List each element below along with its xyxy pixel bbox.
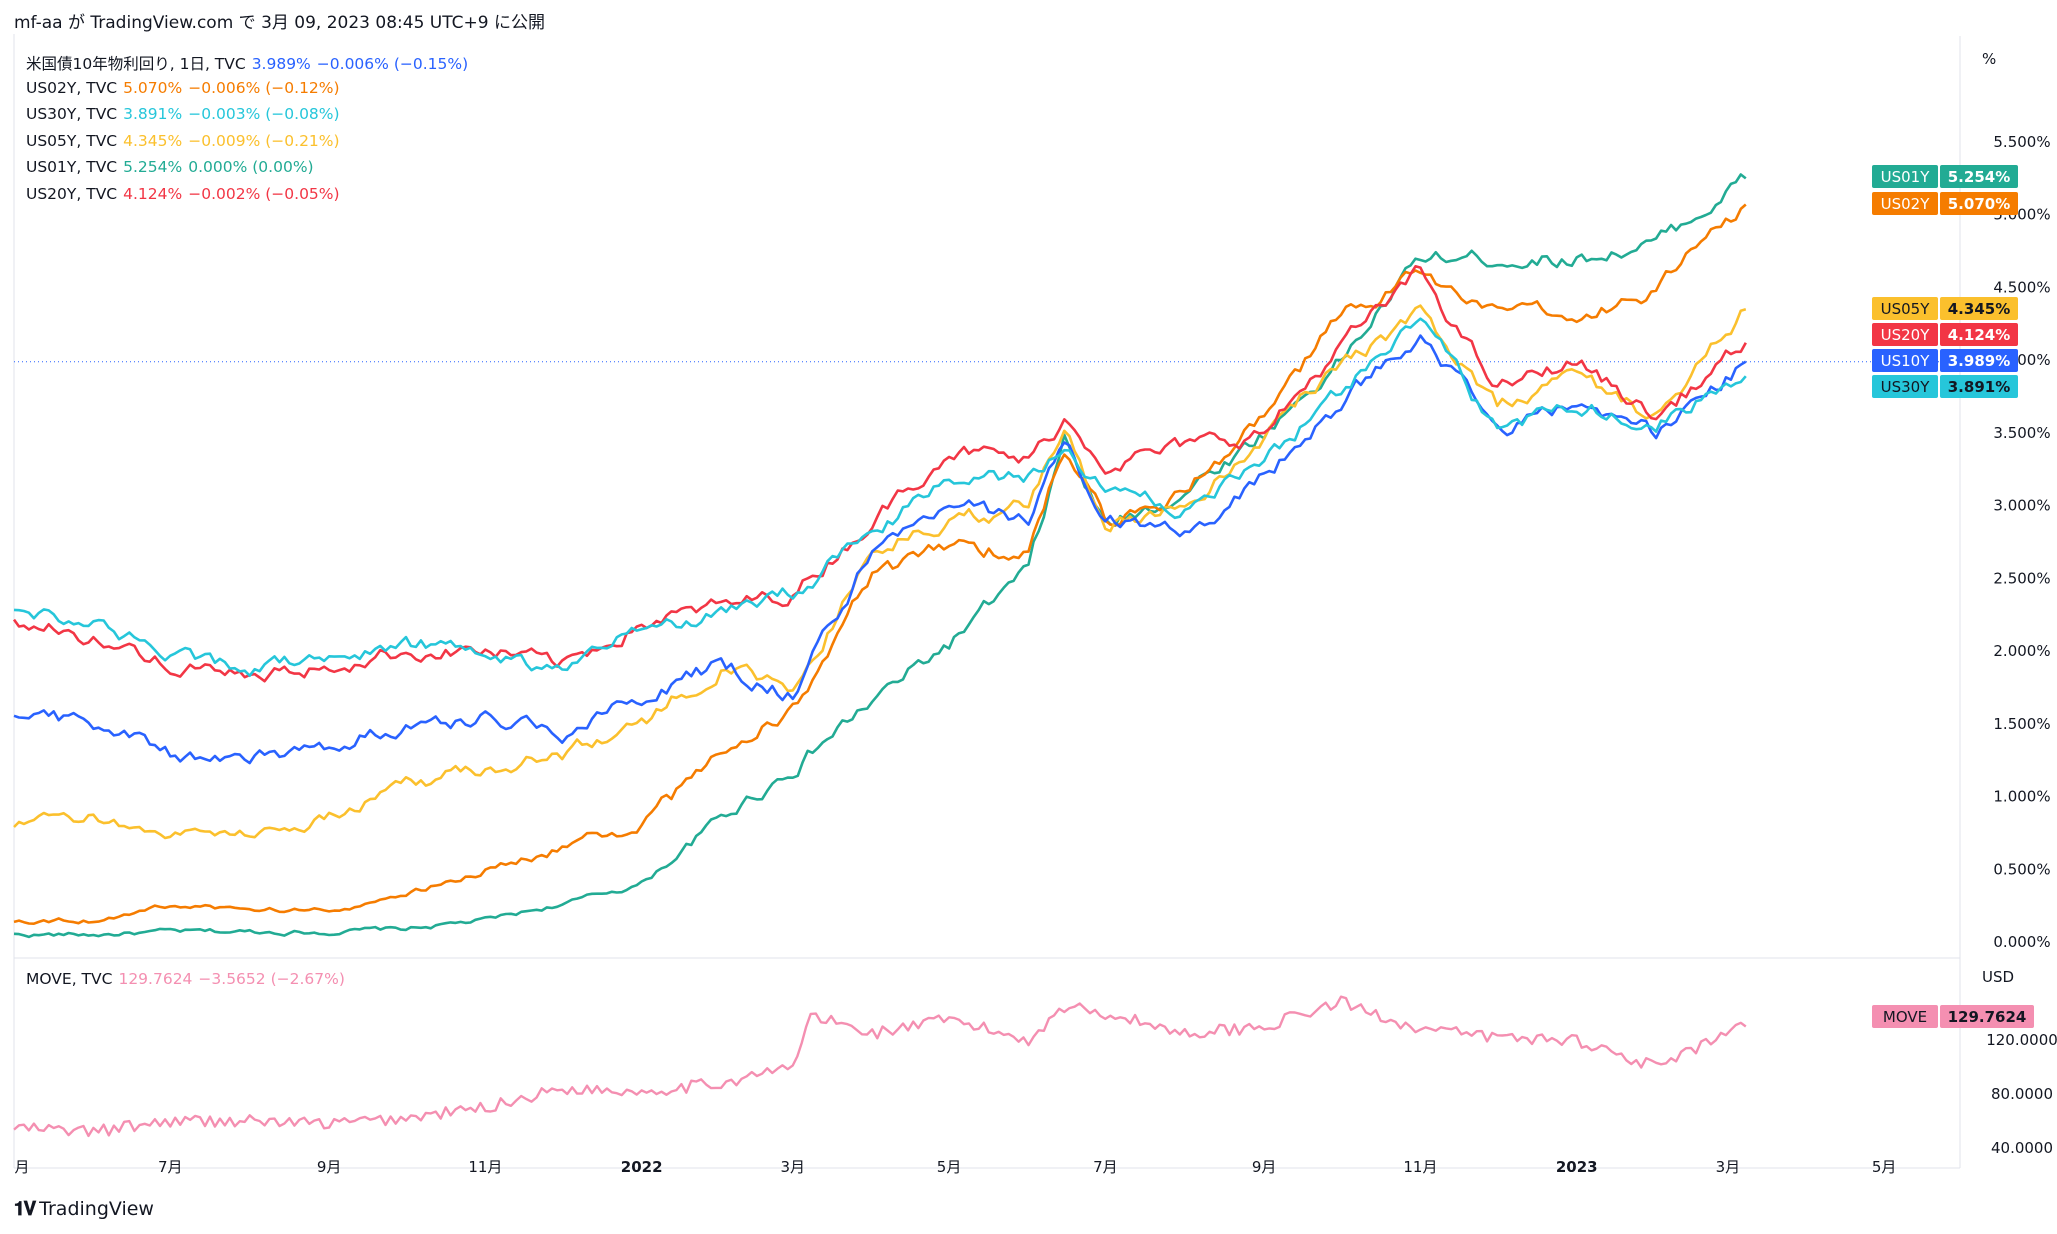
series-line-us10y[interactable] <box>13 334 1747 765</box>
y-tick-label: 2.500% <box>1993 569 2050 587</box>
legend-row[interactable]: US02Y, TVC 5.070% −0.006% (−0.12%) <box>26 79 346 97</box>
price-tag-label: US05Y <box>1881 300 1931 318</box>
legend-value: 5.254% <box>123 158 183 176</box>
y-tick-label: 0.000% <box>1993 933 2050 951</box>
main-axis-unit: % <box>1982 50 1996 68</box>
legend-row[interactable]: US05Y, TVC 4.345% −0.009% (−0.21%) <box>26 132 346 150</box>
x-tick-label: 9月 <box>1252 1158 1277 1176</box>
price-tag-move: MOVE 129.7624 <box>1872 1005 2034 1028</box>
y-tick-label: 3.500% <box>1993 424 2050 442</box>
series-line-us02y[interactable] <box>13 203 1747 925</box>
price-tags: US01Y 5.254% US02Y 5.070% US05Y 4.345% US20Y 4.… <box>1872 165 2034 1028</box>
footer-brand: TradingView <box>39 1198 154 1220</box>
move-y-tick-label: 80.0000 <box>1991 1085 2053 1103</box>
legend-row-move[interactable]: MOVE, TVC 129.7624 −3.5652 (−2.67%) <box>26 970 351 988</box>
legend-series-name: 米国債10年物利回り, 1日, TVC <box>26 55 246 73</box>
legend-change: −0.006% (−0.12%) <box>188 78 340 97</box>
legend-series-name: US05Y, TVC <box>26 131 118 150</box>
series-line-us01y[interactable] <box>13 173 1747 939</box>
legend-row[interactable]: US30Y, TVC 3.891% −0.003% (−0.08%) <box>26 105 346 123</box>
price-tag-label: US10Y <box>1881 352 1931 370</box>
legend-value: 129.7624 <box>118 970 193 988</box>
tradingview-logo[interactable]: 𝟏𝐕 TradingView <box>14 1198 154 1220</box>
legend-value: 3.989% <box>251 55 311 73</box>
tradingview-logo-icon: 𝟏𝐕 <box>14 1198 36 1220</box>
x-tick-label: 3月 <box>781 1158 806 1176</box>
y-tick-label: 1.000% <box>1993 788 2050 806</box>
legend-series-name: US02Y, TVC <box>26 78 118 97</box>
price-tag-label: US01Y <box>1881 168 1931 186</box>
legend-value: 4.345% <box>123 131 183 150</box>
legend-series-name: US01Y, TVC <box>26 158 118 176</box>
x-tick-label: 3月 <box>1716 1158 1741 1176</box>
price-axis[interactable]: %USD5.500%5.000%4.500%4.000%3.500%3.000%… <box>1982 50 2057 1157</box>
series-layer <box>12 173 1747 1138</box>
y-tick-label: 3.000% <box>1993 497 2050 515</box>
y-tick-label: 4.500% <box>1993 278 2050 296</box>
x-tick-label: 2022 <box>621 1158 663 1176</box>
x-tick-label: 月 <box>14 1158 29 1176</box>
price-tag-us10y: US10Y 3.989% <box>1872 349 2018 372</box>
legend-value: 4.124% <box>123 184 183 203</box>
legend-change: 0.000% (0.00%) <box>188 158 314 176</box>
publish-header: mf-aa が TradingView.com で 3月 09, 2023 08… <box>14 13 545 33</box>
price-tag-label: US02Y <box>1881 195 1931 213</box>
series-line-move[interactable] <box>13 995 1747 1138</box>
price-tag-label: US20Y <box>1881 326 1931 344</box>
legend-series-name: MOVE, TVC <box>26 970 113 988</box>
x-tick-label: 7月 <box>158 1158 183 1176</box>
x-tick-label: 5月 <box>1872 1158 1897 1176</box>
move-y-tick-label: 40.0000 <box>1991 1139 2053 1157</box>
price-tag-us05y: US05Y 4.345% <box>1872 297 2018 320</box>
y-tick-label: 0.500% <box>1993 860 2050 878</box>
x-tick-label: 2023 <box>1556 1158 1598 1176</box>
legend-change: −0.006% (−0.15%) <box>316 55 469 73</box>
legend-row[interactable]: US20Y, TVC 4.124% −0.002% (−0.05%) <box>26 185 346 203</box>
price-tag-value: 5.254% <box>1948 168 2010 186</box>
time-axis[interactable]: 月 7月 9月 11月 2022 3月 5月 7月 9月 11月 2023 3月 5月 <box>14 1158 1896 1176</box>
price-tag-value: 3.989% <box>1948 352 2010 370</box>
y-tick-label: 1.500% <box>1993 715 2050 733</box>
legend-change: −0.009% (−0.21%) <box>188 131 340 150</box>
legend-value: 5.070% <box>123 78 183 97</box>
legend-series-name: US30Y, TVC <box>26 105 118 123</box>
legend-series-name: US20Y, TVC <box>26 184 118 203</box>
price-tag-us30y: US30Y 3.891% <box>1872 375 2018 398</box>
price-tag-label: MOVE <box>1883 1008 1927 1026</box>
x-tick-label: 5月 <box>937 1158 962 1176</box>
price-tag-label: US30Y <box>1881 378 1931 396</box>
price-tag-value: 129.7624 <box>1948 1008 2027 1026</box>
y-tick-label: 2.000% <box>1993 642 2050 660</box>
legend-value: 3.891% <box>123 105 183 123</box>
price-tag-us01y: US01Y 5.254% <box>1872 165 2018 188</box>
price-tag-us20y: US20Y 4.124% <box>1872 323 2018 346</box>
legend-change: −0.003% (−0.08%) <box>188 105 340 123</box>
price-tag-value: 4.124% <box>1948 326 2010 344</box>
x-tick-label: 9月 <box>317 1158 342 1176</box>
price-tag-value: 4.345% <box>1948 300 2010 318</box>
move-y-tick-label: 120.0000 <box>1986 1031 2057 1049</box>
legend-row[interactable]: US01Y, TVC 5.254% 0.000% (0.00%) <box>26 158 320 176</box>
y-tick-label: 5.500% <box>1993 133 2050 151</box>
series-line-us20y[interactable] <box>12 265 1747 683</box>
legend-row[interactable]: 米国債10年物利回り, 1日, TVC 3.989% −0.006% (−0.15%… <box>26 52 474 74</box>
x-tick-label: 7月 <box>1093 1158 1118 1176</box>
grid-layer <box>13 34 1961 1169</box>
price-tag-us02y: US02Y 5.070% <box>1872 192 2018 215</box>
legend-change: −3.5652 (−2.67%) <box>198 970 345 988</box>
move-axis-unit: USD <box>1982 968 2014 986</box>
x-tick-label: 11月 <box>1403 1158 1437 1176</box>
price-tag-value: 3.891% <box>1948 378 2010 396</box>
series-line-us30y[interactable] <box>13 317 1747 677</box>
legend-change: −0.002% (−0.05%) <box>188 184 340 203</box>
price-tag-value: 5.070% <box>1948 195 2010 213</box>
x-tick-label: 11月 <box>468 1158 502 1176</box>
series-line-us05y[interactable] <box>13 304 1747 840</box>
